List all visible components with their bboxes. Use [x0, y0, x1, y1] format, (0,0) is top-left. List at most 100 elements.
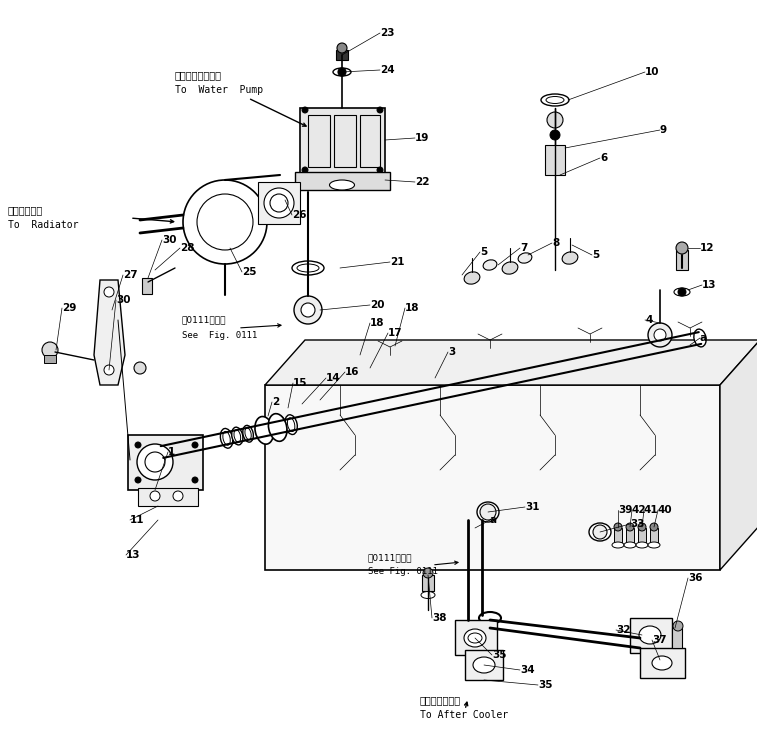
- Ellipse shape: [269, 413, 287, 441]
- Circle shape: [135, 442, 141, 448]
- Text: 7: 7: [520, 243, 528, 253]
- Text: 37: 37: [652, 635, 667, 645]
- Ellipse shape: [333, 68, 351, 76]
- Text: 11: 11: [130, 515, 145, 525]
- Circle shape: [338, 68, 346, 76]
- Bar: [334, 115, 356, 167]
- Circle shape: [678, 288, 686, 296]
- Bar: [128, 435, 203, 490]
- Circle shape: [480, 504, 496, 520]
- Text: 9: 9: [660, 125, 667, 135]
- Text: 16: 16: [345, 367, 360, 377]
- Circle shape: [377, 167, 383, 173]
- Text: 1: 1: [168, 447, 176, 457]
- Text: 5: 5: [592, 250, 600, 260]
- Text: 8: 8: [552, 238, 559, 248]
- Ellipse shape: [288, 418, 294, 432]
- Circle shape: [145, 452, 165, 472]
- Polygon shape: [94, 280, 125, 385]
- Circle shape: [104, 287, 114, 297]
- Text: 13: 13: [126, 550, 141, 560]
- Bar: [300, 108, 385, 173]
- Ellipse shape: [156, 443, 168, 461]
- Text: 25: 25: [242, 267, 257, 277]
- Bar: [138, 488, 198, 506]
- Text: a: a: [490, 515, 497, 525]
- Text: 38: 38: [432, 613, 447, 623]
- Ellipse shape: [636, 542, 648, 548]
- Circle shape: [173, 491, 183, 501]
- Text: See Fig. 0111: See Fig. 0111: [368, 567, 438, 576]
- Ellipse shape: [223, 431, 230, 445]
- Text: 34: 34: [520, 665, 534, 675]
- Circle shape: [192, 477, 198, 483]
- Bar: [336, 50, 348, 60]
- Polygon shape: [265, 340, 757, 385]
- Text: 13: 13: [702, 280, 716, 290]
- Circle shape: [134, 362, 146, 374]
- Ellipse shape: [502, 262, 518, 274]
- Text: 15: 15: [293, 378, 307, 388]
- Circle shape: [547, 112, 563, 128]
- Ellipse shape: [464, 272, 480, 284]
- Ellipse shape: [243, 425, 254, 442]
- Circle shape: [150, 491, 160, 501]
- Circle shape: [550, 130, 560, 140]
- Text: 5: 5: [480, 247, 488, 257]
- Circle shape: [650, 523, 658, 531]
- Ellipse shape: [273, 416, 287, 438]
- Bar: [626, 528, 634, 544]
- Bar: [676, 250, 688, 270]
- Bar: [265, 385, 720, 570]
- Text: 22: 22: [415, 177, 429, 187]
- Text: 27: 27: [123, 270, 138, 280]
- Ellipse shape: [639, 626, 661, 644]
- Circle shape: [302, 107, 308, 113]
- Text: 10: 10: [645, 67, 659, 77]
- Text: 33: 33: [630, 519, 644, 529]
- Ellipse shape: [464, 629, 486, 647]
- Text: 18: 18: [370, 318, 385, 328]
- Ellipse shape: [232, 427, 243, 445]
- Text: To  Radiator: To Radiator: [8, 220, 79, 230]
- Circle shape: [301, 303, 315, 317]
- Circle shape: [423, 568, 433, 578]
- Bar: [465, 650, 503, 680]
- Text: 42: 42: [632, 505, 646, 515]
- Ellipse shape: [292, 261, 324, 275]
- Text: 39: 39: [618, 505, 632, 515]
- Ellipse shape: [245, 428, 251, 439]
- Ellipse shape: [483, 260, 497, 270]
- Text: ウォータポンプへ: ウォータポンプへ: [175, 70, 222, 80]
- Text: 40: 40: [658, 505, 673, 515]
- Text: 30: 30: [116, 295, 130, 305]
- Text: 26: 26: [292, 210, 307, 220]
- Text: 24: 24: [380, 65, 394, 75]
- Circle shape: [183, 180, 267, 264]
- Text: 31: 31: [525, 502, 540, 512]
- Circle shape: [197, 194, 253, 250]
- Ellipse shape: [541, 94, 569, 106]
- Text: 18: 18: [405, 303, 419, 313]
- Circle shape: [626, 523, 634, 531]
- Circle shape: [192, 442, 198, 448]
- Ellipse shape: [276, 419, 285, 435]
- Ellipse shape: [648, 542, 660, 548]
- Text: 21: 21: [390, 257, 404, 267]
- Circle shape: [42, 342, 58, 358]
- Bar: [422, 575, 434, 591]
- Circle shape: [337, 43, 347, 53]
- Text: 28: 28: [180, 243, 195, 253]
- Ellipse shape: [220, 428, 233, 448]
- Bar: [614, 528, 622, 544]
- Bar: [640, 648, 685, 678]
- Circle shape: [673, 621, 683, 631]
- Ellipse shape: [479, 612, 501, 624]
- Text: See  Fig. 0111: See Fig. 0111: [182, 330, 257, 340]
- Bar: [44, 355, 56, 363]
- Bar: [455, 620, 497, 655]
- Bar: [295, 172, 390, 190]
- Bar: [672, 628, 682, 648]
- Text: 41: 41: [644, 505, 659, 515]
- Text: アフタクーラへ: アフタクーラへ: [420, 695, 461, 705]
